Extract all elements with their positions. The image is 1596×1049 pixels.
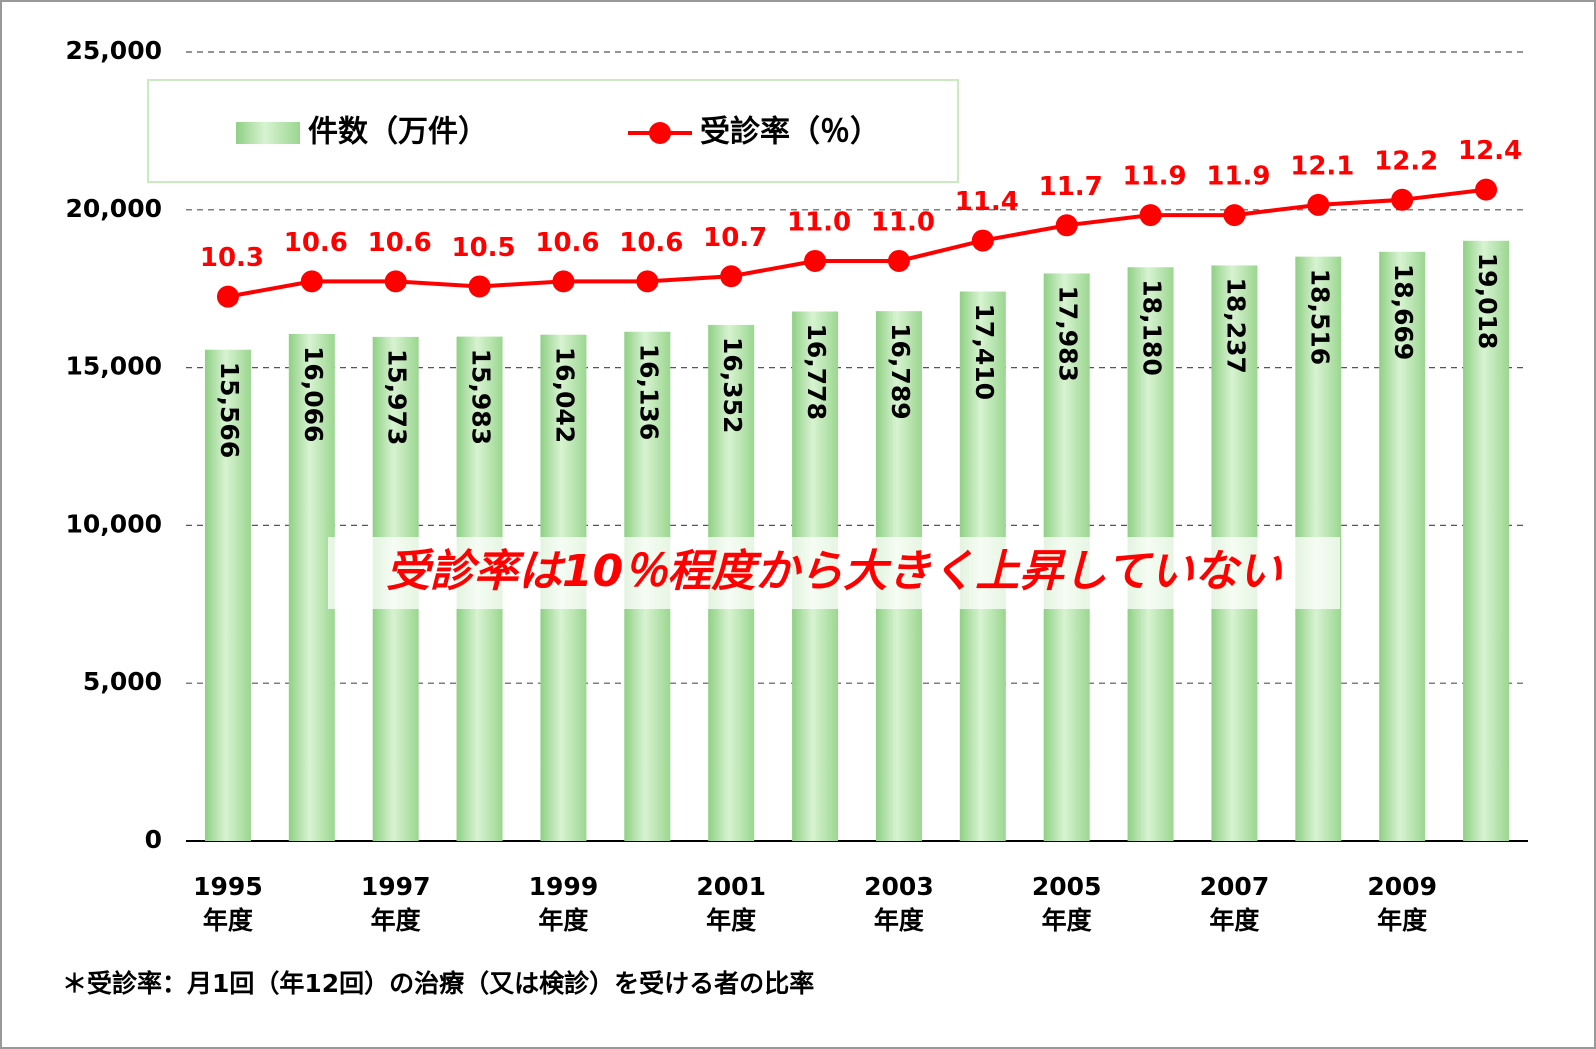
- bar-value-label: 15,983: [467, 349, 496, 445]
- rate-point: [1391, 188, 1414, 211]
- x-tick-label: 2005 年度: [1032, 872, 1102, 935]
- bar-value-label: 18,237: [1221, 277, 1250, 373]
- bar-value-label: 16,042: [550, 347, 579, 443]
- rate-point: [1223, 204, 1246, 227]
- rate-point: [636, 270, 659, 293]
- x-tick-label: 2003 年度: [864, 872, 934, 935]
- rate-value-label: 11.9: [1122, 162, 1186, 192]
- rate-value-label: 11.7: [1039, 172, 1103, 202]
- rate-point: [552, 270, 575, 293]
- legend-label: 件数（万件）: [308, 115, 488, 150]
- x-tick-label: 1997 年度: [361, 872, 431, 935]
- bar-value-label: 18,516: [1305, 269, 1334, 365]
- x-tick-label: 2001 年度: [696, 872, 766, 935]
- bar-value-label: 16,789: [886, 323, 915, 419]
- bar: [1379, 251, 1426, 841]
- x-tick-label: 2009 年度: [1367, 872, 1437, 935]
- bar-value-label: 19,018: [1473, 253, 1502, 349]
- bar-value-label: 18,180: [1138, 279, 1167, 375]
- rate-value-label: 10.6: [368, 228, 432, 258]
- bar: [1463, 240, 1510, 841]
- y-tick-label: 20,000: [66, 194, 162, 223]
- rate-value-label: 11.0: [871, 207, 935, 237]
- bar-value-label: 16,352: [718, 337, 747, 433]
- x-tick-label: 1999 年度: [529, 872, 599, 935]
- rate-value-label: 10.6: [535, 228, 599, 258]
- rate-point: [1475, 178, 1498, 201]
- rate-value-label: 10.7: [703, 223, 767, 253]
- bar-value-label: 15,973: [383, 349, 412, 445]
- rate-point: [216, 285, 239, 308]
- y-tick-label: 5,000: [83, 667, 162, 696]
- rate-point: [468, 275, 491, 298]
- legend-marker: [649, 122, 671, 144]
- bar-value-label: 18,669: [1389, 264, 1418, 360]
- annotation: 受診率は10％程度から大きく上昇していない: [386, 546, 1284, 597]
- annotation-box: [328, 537, 1340, 609]
- rate-value-label: 11.9: [1206, 162, 1270, 192]
- rate-point: [300, 270, 323, 293]
- rate-value-label: 10.6: [619, 228, 683, 258]
- line-layer: 10.3 10.6 10.6 10.5 10.6 10.6 10.7 11.0 11.0 11.4…: [200, 136, 1522, 308]
- bar-value-label: 17,983: [1054, 285, 1083, 381]
- bar-value-label: 15,566: [215, 362, 244, 458]
- rate-value-label: 10.3: [200, 243, 264, 273]
- rate-point: [971, 229, 994, 252]
- y-tick-label: 0: [145, 825, 162, 854]
- bar-value-label: 16,066: [299, 346, 328, 442]
- rate-point: [1055, 214, 1078, 237]
- rate-value-label: 12.2: [1374, 146, 1438, 176]
- rate-line: [227, 187, 1487, 299]
- bar-value-label: 17,410: [970, 304, 999, 400]
- rate-value-label: 12.4: [1458, 136, 1522, 166]
- y-tick-label: 15,000: [66, 352, 162, 381]
- x-tick-label: 1995 年度: [193, 872, 263, 935]
- y-tick-label: 25,000: [66, 36, 162, 65]
- bar: [288, 333, 335, 841]
- rate-value-label: 12.1: [1290, 151, 1354, 181]
- rate-point: [1307, 193, 1330, 216]
- bar-value-label: 16,778: [802, 323, 831, 419]
- rate-value-label: 11.0: [787, 207, 851, 237]
- legend-swatch: [236, 122, 300, 144]
- legend-label: 受診率（％）: [700, 115, 880, 150]
- y-tick-label: 10,000: [66, 509, 162, 538]
- rate-value-label: 10.6: [284, 228, 348, 258]
- bar: [204, 349, 251, 841]
- rate-point: [720, 265, 743, 288]
- rate-point: [887, 249, 910, 272]
- rate-value-label: 10.5: [451, 233, 515, 263]
- rate-point: [384, 270, 407, 293]
- footnote: ＊受診率：月1回（年12回）の治療（又は検診）を受ける者の比率: [62, 969, 814, 998]
- rate-point: [804, 249, 827, 272]
- legend: 件数（万件） 受診率（％）: [236, 115, 880, 150]
- x-tick-label: 2007 年度: [1200, 872, 1270, 935]
- bar-value-label: 16,136: [634, 344, 663, 440]
- rate-value-label: 11.4: [955, 187, 1019, 217]
- rate-point: [1139, 204, 1162, 227]
